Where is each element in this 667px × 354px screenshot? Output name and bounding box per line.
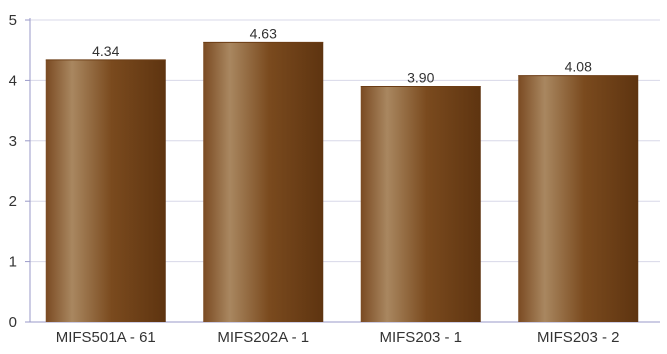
y-tick-label: 3 xyxy=(9,133,17,150)
bar xyxy=(45,59,166,322)
bar xyxy=(360,86,481,322)
data-label: 4.63 xyxy=(250,25,277,41)
bar xyxy=(518,75,639,323)
x-category-label: MIFS203 - 2 xyxy=(537,329,620,346)
data-label: 3.90 xyxy=(407,69,434,85)
y-tick-label: 4 xyxy=(9,72,17,89)
x-category-label: MIFS203 - 1 xyxy=(379,329,462,346)
data-labels: 4.34 4.63 3.90 4.08 xyxy=(92,25,592,85)
x-category-label: MIFS202A - 1 xyxy=(217,329,309,346)
y-tick-label: 0 xyxy=(9,314,17,331)
x-category-label: MIFS501A - 61 xyxy=(56,329,156,346)
y-tick-label: 1 xyxy=(9,254,17,271)
x-axis-categories: MIFS501A - 61 MIFS202A - 1 MIFS203 - 1 MIFS… xyxy=(56,329,620,346)
y-tick-label: 2 xyxy=(9,193,17,210)
data-label: 4.34 xyxy=(92,43,119,59)
data-label: 4.08 xyxy=(565,59,592,75)
bar xyxy=(203,42,324,323)
y-axis-ticks: 0 1 2 3 4 5 xyxy=(9,12,30,331)
bars xyxy=(45,41,639,323)
y-tick-label: 5 xyxy=(9,12,17,29)
